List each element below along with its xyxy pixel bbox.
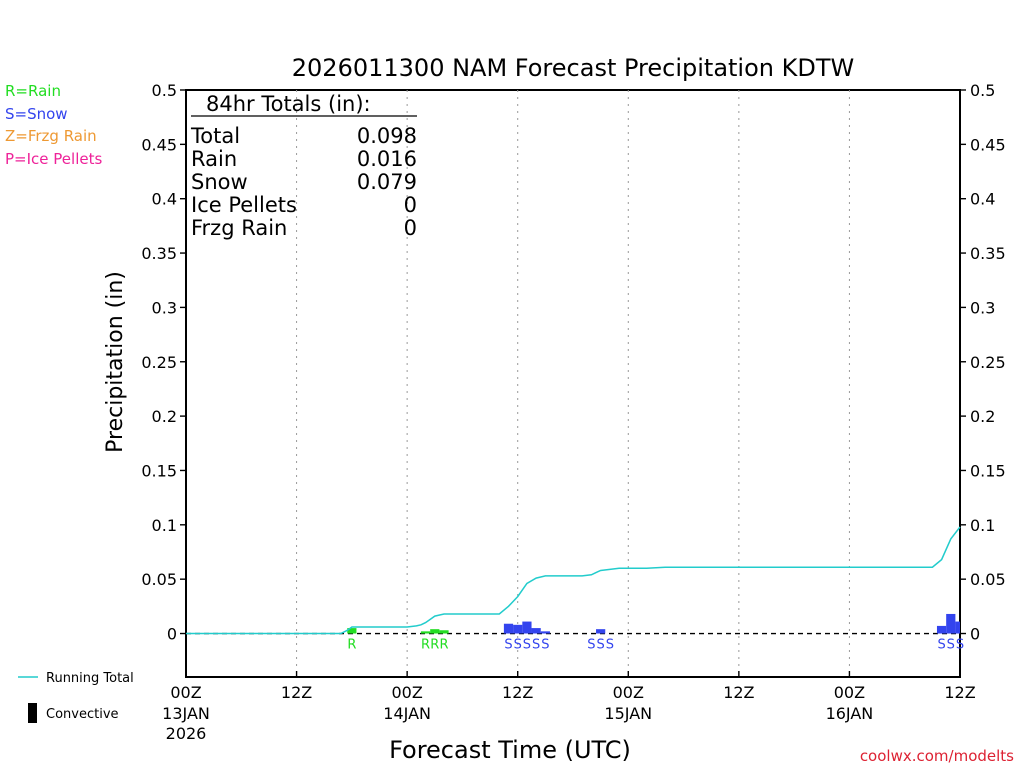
y-tick-label-right: 0.2 <box>970 407 995 426</box>
totals-row-label: Snow <box>191 170 248 194</box>
y-tick-label-left: 0 <box>167 625 177 644</box>
totals-table: Total 0.098 Rain 0.016 Snow 0.079 Ice Pellets 0… <box>190 124 417 240</box>
precip-bar-rain <box>347 628 357 634</box>
running-total-legend-label: Running Total <box>46 671 134 686</box>
type-marker-snow: S <box>597 638 605 653</box>
x-tick-date: 13JAN <box>162 704 210 723</box>
type-marker-snow: S <box>587 638 595 653</box>
precip-bar-snow <box>955 621 960 634</box>
type-marker-rain: R <box>421 638 430 653</box>
totals-row-value: 0.098 <box>357 124 417 148</box>
y-tick-label-right: 0.35 <box>970 244 1006 263</box>
x-tick-label: 00Z <box>613 683 644 702</box>
type-marker-rain: R <box>430 638 439 653</box>
totals-heading: 84hr Totals (in): <box>206 92 371 116</box>
y-axis-ticks: 0 00.05 0.050.1 0.10.15 0.150.2 0.20.25 0.250.… <box>141 81 1005 644</box>
credit-text: coolwx.com/modelts <box>860 747 1014 765</box>
type-marker-snow: S <box>947 638 955 653</box>
legend-rain: R=Rain <box>5 82 61 100</box>
y-tick-label-left: 0.1 <box>152 516 177 535</box>
y-tick-label-right: 0.1 <box>970 516 995 535</box>
totals-row-value: 0 <box>404 193 417 217</box>
precip-bar-snow <box>936 625 947 634</box>
x-tick-date: 15JAN <box>604 704 652 723</box>
x-tick-date: 14JAN <box>383 704 431 723</box>
plot-frame <box>185 89 961 678</box>
y-tick-label-left: 0.45 <box>141 135 177 154</box>
precip-bar-rain <box>439 630 449 634</box>
type-marker-rain: R <box>347 638 356 653</box>
precip-bar-rain <box>420 631 431 634</box>
totals-row-value: 0 <box>404 216 417 240</box>
totals-row-value: 0.079 <box>357 170 417 194</box>
legend-frzg-rain: Z=Frzg Rain <box>5 127 97 145</box>
x-tick-label: 12Z <box>944 683 975 702</box>
x-tick-label: 12Z <box>281 683 312 702</box>
y-tick-label-left: 0.2 <box>152 407 177 426</box>
type-marker-snow: S <box>514 638 522 653</box>
x-tick-label: 00Z <box>170 683 201 702</box>
x-tick-label: 12Z <box>723 683 754 702</box>
y-tick-label-left: 0.25 <box>141 353 177 372</box>
type-marker-snow: S <box>956 638 964 653</box>
precip-bar-snow <box>503 623 514 634</box>
type-marker-rain: R <box>439 638 448 653</box>
precip-bar-snow <box>531 628 541 634</box>
totals-row-label: Frzg Rain <box>191 216 287 240</box>
chart-title: 2026011300 NAM Forecast Precipitation KD… <box>292 54 854 82</box>
y-tick-label-left: 0.35 <box>141 244 177 263</box>
y-tick-label-right: 0.05 <box>970 570 1006 589</box>
type-marker-snow: S <box>606 638 614 653</box>
precip-bar-snow <box>596 629 606 634</box>
x-tick-label: 12Z <box>502 683 533 702</box>
y-tick-label-right: 0.15 <box>970 461 1006 480</box>
x-tick-year: 2026 <box>166 724 207 743</box>
x-tick-date: 16JAN <box>826 704 874 723</box>
precip-bar-snow <box>946 613 956 634</box>
legend-snow: S=Snow <box>5 105 68 123</box>
y-tick-label-right: 0.4 <box>970 190 995 209</box>
y-tick-label-right: 0.5 <box>970 81 995 100</box>
totals-row-value: 0.016 <box>357 147 417 171</box>
precip-bar-snow <box>522 621 532 634</box>
precip-bar-snow <box>513 624 523 634</box>
y-tick-label-left: 0.15 <box>141 461 177 480</box>
totals-row-label: Total <box>190 124 240 148</box>
totals-row-label: Rain <box>191 147 237 171</box>
y-tick-label-left: 0.3 <box>152 298 177 317</box>
precip-bars <box>347 613 960 634</box>
y-tick-label-right: 0.3 <box>970 298 995 317</box>
type-marker-snow: S <box>937 638 945 653</box>
y-tick-label-right: 0 <box>970 625 980 644</box>
convective-legend-swatch <box>28 703 37 723</box>
y-axis-label: Precipitation (in) <box>103 271 128 453</box>
x-tick-label: 00Z <box>834 683 865 702</box>
x-axis-label: Forecast Time (UTC) <box>389 736 631 764</box>
running-total-line <box>186 526 961 635</box>
precip-bar-snow <box>540 631 550 634</box>
y-tick-label-left: 0.4 <box>152 190 177 209</box>
convective-legend-label: Convective <box>46 707 119 722</box>
type-marker-snow: S <box>523 638 531 653</box>
type-marker-snow: S <box>532 638 540 653</box>
y-tick-label-right: 0.45 <box>970 135 1006 154</box>
y-tick-label-right: 0.25 <box>970 353 1006 372</box>
y-tick-label-left: 0.05 <box>141 570 177 589</box>
totals-row-label: Ice Pellets <box>191 193 297 217</box>
type-marker-snow: S <box>541 638 549 653</box>
precip-bar-rain <box>430 629 440 634</box>
y-tick-label-left: 0.5 <box>152 81 177 100</box>
legend-ice-pellets: P=Ice Pellets <box>5 150 102 168</box>
type-marker-snow: S <box>504 638 512 653</box>
x-tick-label: 00Z <box>391 683 422 702</box>
